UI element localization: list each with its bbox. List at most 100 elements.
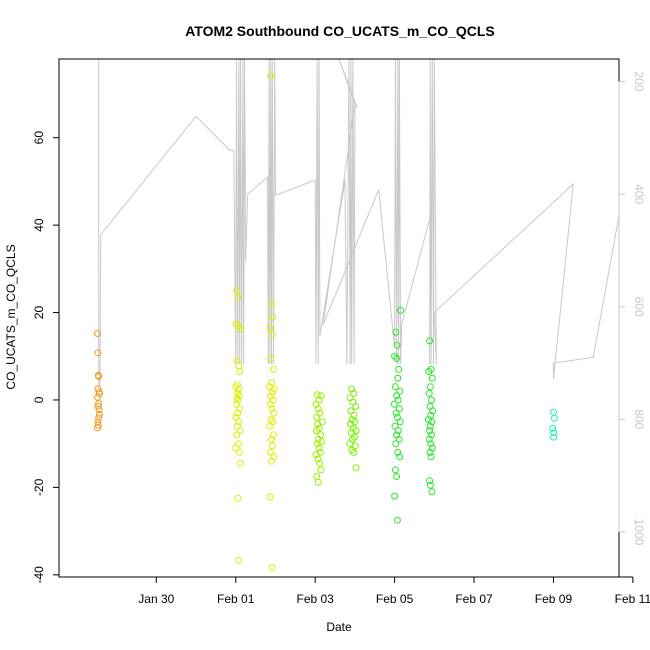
data-point (314, 420, 322, 428)
data-point (232, 444, 240, 452)
data-point (628, 388, 634, 394)
data-point (94, 349, 102, 357)
data-point (394, 374, 402, 382)
right-tick-label: 1000 (632, 519, 646, 546)
data-point (266, 324, 274, 332)
series-flight-7 (424, 337, 437, 496)
altitude-trace (98, 59, 619, 387)
x-axis-label: Date (326, 620, 352, 634)
data-point (426, 403, 434, 410)
left-tick-label: 0 (32, 396, 46, 403)
data-point (627, 441, 633, 447)
data-point (352, 464, 360, 472)
data-point (427, 453, 435, 461)
bottom-tick-label: Feb 05 (376, 592, 414, 606)
left-tick-label: 40 (32, 218, 46, 232)
data-point (349, 398, 357, 406)
data-point (268, 330, 276, 338)
data-point (235, 362, 243, 370)
data-point (425, 435, 433, 443)
data-point (236, 368, 244, 375)
data-point (634, 430, 640, 436)
y-axis-left: -40 -20 0 20 40 60 (32, 131, 60, 584)
data-point (317, 392, 325, 400)
data-point (267, 354, 275, 362)
data-point (235, 556, 242, 564)
data-point (428, 488, 436, 496)
data-point (268, 379, 275, 386)
data-points (94, 72, 640, 571)
data-point (391, 466, 399, 474)
data-point (268, 563, 276, 571)
data-point (95, 372, 103, 380)
data-point (629, 436, 635, 442)
data-point (312, 451, 320, 459)
data-point (346, 394, 354, 402)
data-point (632, 439, 638, 445)
data-point (428, 374, 436, 382)
bottom-tick-label: Feb 07 (455, 592, 493, 606)
data-point (390, 400, 398, 408)
data-point (313, 440, 321, 448)
data-point (397, 306, 405, 314)
data-point (267, 416, 275, 424)
data-point (96, 410, 103, 418)
data-point (270, 409, 278, 417)
series-flight-5 (346, 385, 360, 472)
data-point (391, 492, 399, 500)
data-point (234, 293, 242, 301)
data-point (236, 427, 244, 435)
data-point (633, 447, 639, 453)
data-point (233, 381, 241, 389)
data-point (427, 365, 435, 373)
data-point (629, 458, 635, 464)
data-point (429, 407, 437, 415)
left-tick-label: -40 (32, 566, 46, 584)
data-point (351, 442, 359, 450)
data-point (550, 408, 557, 416)
data-point (317, 466, 325, 474)
data-point (626, 449, 632, 455)
data-point (94, 424, 101, 432)
data-point (270, 431, 277, 439)
series-flight-3 (266, 72, 278, 571)
data-point (394, 427, 402, 435)
bottom-tick-label: Feb 01 (217, 592, 255, 606)
series-flight-9 (625, 388, 640, 471)
data-point (315, 444, 323, 452)
right-tick-label: 200 (632, 72, 646, 92)
data-point (314, 405, 322, 413)
data-point (549, 424, 557, 432)
data-point (393, 392, 401, 400)
data-point (267, 393, 275, 400)
data-point (428, 396, 435, 404)
data-point (234, 389, 242, 397)
data-point (393, 516, 401, 524)
data-point (425, 389, 433, 397)
data-point (393, 354, 401, 362)
data-point (630, 443, 636, 449)
data-point (314, 455, 322, 463)
data-point (350, 448, 358, 456)
data-point (632, 463, 638, 469)
data-point (626, 432, 632, 438)
data-point (627, 417, 633, 423)
data-point (232, 320, 240, 328)
data-point (392, 409, 400, 417)
data-point (426, 422, 434, 430)
y-axis-label: CO_UCATS_m_CO_QCLS (4, 244, 18, 389)
data-point (94, 330, 101, 337)
data-point (396, 453, 404, 461)
series-flight-2 (232, 287, 244, 564)
data-point (314, 478, 322, 486)
data-point (346, 440, 354, 448)
chart-title: ATOM2 Southbound CO_UCATS_m_CO_QCLS (185, 23, 495, 39)
y-axis-right: 200 400 600 800 1000 (618, 72, 646, 546)
data-point (631, 393, 637, 399)
data-point (269, 313, 277, 321)
data-point (235, 392, 243, 400)
data-point (234, 396, 242, 404)
data-point (268, 388, 276, 396)
data-point (268, 457, 275, 465)
